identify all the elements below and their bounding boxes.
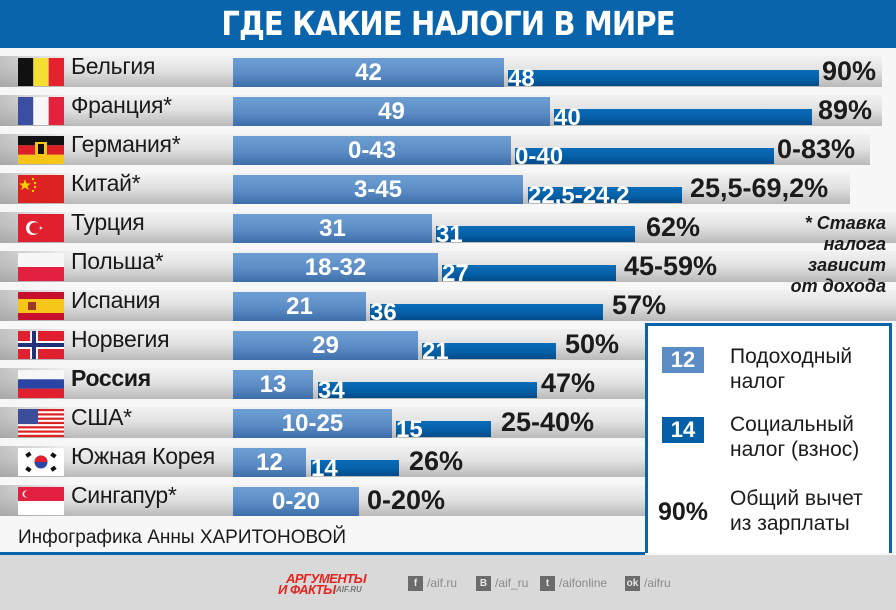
income-tax-bar: 13 [233, 370, 313, 399]
legend-swatch-income: 12 [662, 347, 704, 373]
social-tax-bar: 21 [422, 338, 556, 365]
country-name: США* [71, 404, 132, 430]
country-name: Россия [71, 365, 151, 391]
income-tax-bar: 0-20 [233, 487, 359, 516]
facebook-icon: f [408, 575, 423, 591]
total-value: 0-20% [367, 485, 446, 515]
income-tax-bar: 3-45 [233, 175, 523, 204]
title-bar: ГДЕ КАКИЕ НАЛОГИ В МИРЕ [0, 0, 896, 48]
income-tax-bar: 18-32 [233, 253, 438, 282]
income-tax-bar: 29 [233, 331, 418, 360]
flag-belgium-icon [18, 58, 64, 86]
country-name: Испания [71, 287, 161, 313]
income-tax-bar: 0-43 [233, 136, 511, 165]
flag-france-icon [18, 97, 64, 125]
page-title: ГДЕ КАКИЕ НАЛОГИ В МИРЕ [53, 0, 843, 48]
country-name: Норвегия [71, 326, 170, 352]
table-row: Южная Корея 12 14 26% [0, 440, 896, 482]
social-tax-bar: 40 [554, 104, 812, 131]
total-value: 26% [409, 446, 464, 476]
flag-russia-icon [18, 370, 64, 398]
total-value: 0-83% [777, 134, 856, 164]
income-tax-bar: 10-25 [233, 409, 392, 438]
social-tax-bar: 0-40 [515, 143, 774, 170]
flag-spain-icon [18, 292, 64, 320]
table-row: США* 10-25 15 25-40% [0, 401, 896, 443]
table-row: Польша* 18-32 27 45-59% [0, 245, 896, 287]
table-row: Турция 31 31 62% [0, 206, 896, 248]
income-tax-bar: 49 [233, 97, 550, 126]
country-name: Сингапур* [71, 482, 177, 508]
country-name: Турция [71, 209, 145, 235]
total-value: 45-59% [624, 251, 718, 281]
income-tax-bar: 21 [233, 292, 366, 321]
flag-germany-icon [18, 136, 64, 164]
flag-china-icon [18, 175, 64, 203]
total-value: 90% [822, 56, 877, 86]
flag-turkey-icon [18, 214, 64, 242]
country-name: Китай* [71, 170, 141, 196]
author-credit: Инфографика Анны ХАРИТОНОВОЙ [18, 527, 347, 548]
odnoklassniki-icon: ok [625, 575, 640, 591]
table-row: Сингапур* 0-20 0-20% [0, 479, 896, 518]
table-row: Норвегия 29 21 50% [0, 323, 896, 365]
legend: 12 Подоходный налог 14 Социальный налог … [645, 323, 892, 553]
flag-poland-icon [18, 253, 64, 281]
country-name: Бельгия [71, 53, 156, 79]
country-name: Франция* [71, 92, 172, 118]
income-tax-bar: 42 [233, 58, 504, 87]
table-row: Россия 13 34 47% [0, 362, 896, 404]
footer: АРГУМЕНТЫ И ФАКТЫ AIF.RU f /aif.ru В /ai… [0, 555, 896, 610]
social-tax-bar: 15 [396, 416, 491, 443]
social-tax-bar: 36 [370, 299, 603, 326]
legend-swatch-social: 14 [662, 417, 704, 443]
table-row: Китай* 3-45 22,5-24,2 25,5-69,2% [0, 167, 896, 209]
social-link-odnoklassniki[interactable]: ok /aifru [625, 575, 671, 591]
flag-singapore-icon [18, 487, 64, 515]
total-value: 25,5-69,2% [690, 173, 829, 203]
aif-logo[interactable]: АРГУМЕНТЫ И ФАКТЫ AIF.RU [278, 571, 367, 597]
social-link-facebook[interactable]: f /aif.ru [408, 575, 457, 591]
social-tax-bar: 27 [442, 260, 616, 287]
social-tax-bar: 48 [508, 65, 819, 92]
table-row: Бельгия 42 48 90% [0, 50, 896, 92]
total-value: 89% [818, 95, 873, 125]
flag-norway-icon [18, 331, 64, 359]
flag-usa-icon [18, 409, 64, 437]
vk-icon: В [476, 575, 491, 591]
table-row: Испания 21 36 57% [0, 284, 896, 326]
social-tax-bar: 22,5-24,2 [528, 182, 682, 209]
divider [0, 552, 645, 555]
country-name: Польша* [71, 248, 164, 274]
table-row: Франция* 49 40 89% [0, 89, 896, 131]
country-name: Южная Корея [71, 443, 215, 469]
income-tax-bar: 12 [233, 448, 306, 477]
total-value: 57% [612, 290, 667, 320]
total-value: 62% [646, 212, 701, 242]
total-value: 47% [541, 368, 596, 398]
social-link-vk[interactable]: В /aif_ru [476, 575, 528, 591]
income-tax-bar: 31 [233, 214, 432, 243]
social-tax-bar: 31 [436, 221, 635, 248]
social-tax-bar: 34 [318, 377, 537, 404]
social-link-twitter[interactable]: t /aifonline [540, 575, 607, 591]
flag-south-korea-icon [18, 448, 64, 476]
country-name: Германия* [71, 131, 181, 157]
total-value: 25-40% [501, 407, 595, 437]
twitter-icon: t [540, 575, 555, 591]
table-row: Германия* 0-43 0-40 0-83% [0, 128, 896, 170]
footnote: * Ставка налога зависит от дохода [790, 213, 886, 296]
total-value: 50% [565, 329, 620, 359]
social-tax-bar: 14 [311, 455, 399, 482]
